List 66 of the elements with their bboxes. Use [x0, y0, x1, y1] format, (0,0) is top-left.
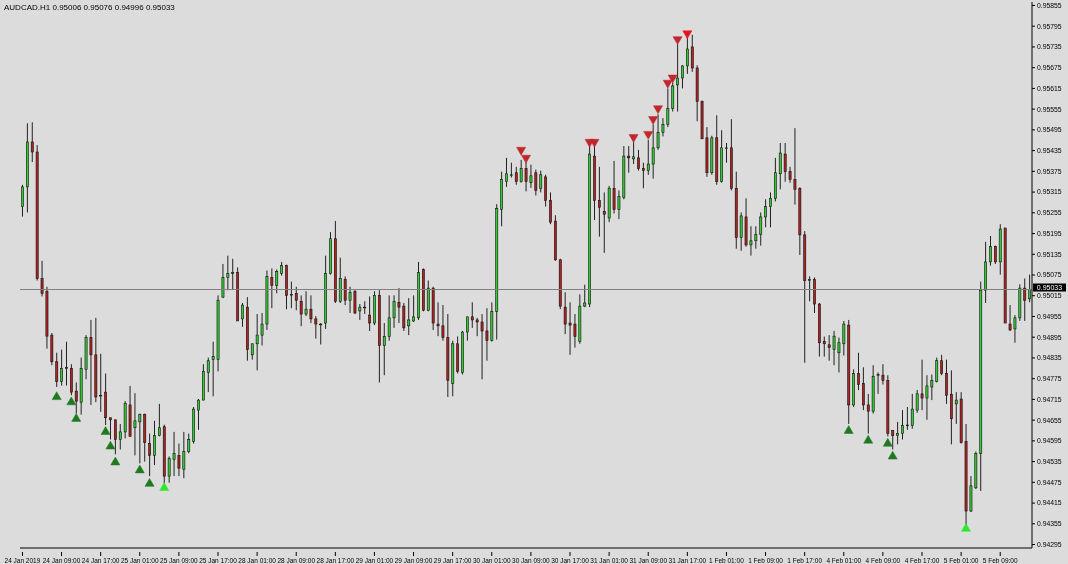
candlestick — [637, 149, 640, 172]
candlestick — [857, 352, 860, 391]
candlestick — [206, 357, 210, 393]
point — [71, 413, 82, 422]
candlestick — [901, 409, 904, 440]
candlestick — [764, 198, 767, 228]
candlestick — [906, 406, 909, 431]
candlestick — [598, 166, 601, 238]
candlestick — [466, 316, 469, 342]
chart-title: AUDCAD.H1 0.95006 0.95076 0.94996 0.95033 — [4, 3, 175, 12]
point — [863, 435, 874, 444]
point — [105, 440, 116, 450]
candlestick — [1028, 274, 1031, 303]
candlestick — [989, 235, 992, 267]
point — [110, 456, 121, 466]
candlestick — [862, 366, 865, 411]
point — [682, 30, 693, 39]
point — [516, 147, 526, 156]
candlestick — [822, 336, 826, 358]
point — [648, 116, 658, 125]
point — [66, 396, 77, 406]
candlestick — [70, 363, 73, 396]
candlestick — [197, 398, 200, 431]
point — [662, 79, 673, 89]
point — [843, 425, 854, 434]
point — [521, 154, 531, 164]
candlestick — [632, 141, 635, 165]
candlestick — [290, 281, 293, 309]
point — [672, 36, 683, 45]
candlestick — [505, 157, 508, 188]
candlestick — [769, 191, 772, 228]
point — [589, 139, 600, 148]
candlestick — [544, 174, 547, 208]
point — [882, 438, 893, 447]
candlestick — [412, 294, 415, 323]
candlestick — [158, 403, 161, 437]
candlestick — [109, 417, 112, 440]
point — [51, 391, 62, 400]
candlestick — [725, 142, 728, 164]
point — [961, 523, 971, 532]
candlestick — [65, 341, 68, 387]
candlestick — [153, 420, 156, 466]
candlestick — [808, 275, 811, 302]
point — [643, 131, 654, 140]
point — [100, 426, 111, 435]
point — [628, 134, 639, 143]
candlestick — [676, 43, 679, 113]
candlestick — [549, 191, 552, 225]
point — [653, 105, 663, 114]
candlestick — [642, 162, 645, 189]
point — [887, 450, 898, 460]
candlestick — [294, 286, 298, 311]
candlestick — [368, 295, 371, 332]
point — [667, 74, 678, 84]
candlestick — [21, 184, 24, 218]
candlestick — [945, 359, 948, 405]
candlestick — [681, 64, 684, 89]
point — [134, 464, 145, 474]
candlestick — [148, 433, 151, 477]
candlestick — [896, 421, 899, 445]
point — [144, 478, 155, 487]
candlestick — [241, 302, 244, 328]
candlestick — [940, 354, 943, 376]
point — [159, 482, 170, 491]
candlestick — [114, 419, 117, 455]
candlestick — [60, 349, 63, 387]
